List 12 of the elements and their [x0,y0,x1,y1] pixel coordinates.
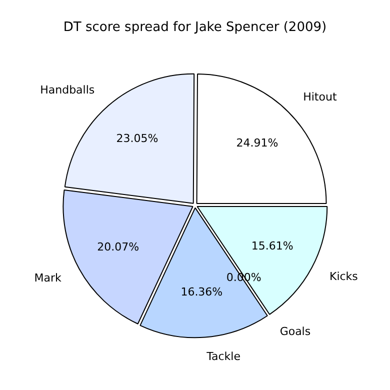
slice-label: Mark [34,272,62,285]
data-label: 16.36% [180,286,223,299]
slice-label: Hitout [303,90,338,104]
slice-label: Handballs [40,83,95,96]
category-label: Goals [280,324,311,338]
data-label: 24.91% [236,136,278,150]
slice-label: Kicks [329,270,358,283]
data-label: 15.61% [251,239,294,252]
slice-label: Tackle [206,350,241,364]
chart-title: DT score spread for Jake Spencer (2009) [63,20,327,36]
data-label: 20.07% [97,240,140,254]
data-label: 23.05% [116,132,158,146]
